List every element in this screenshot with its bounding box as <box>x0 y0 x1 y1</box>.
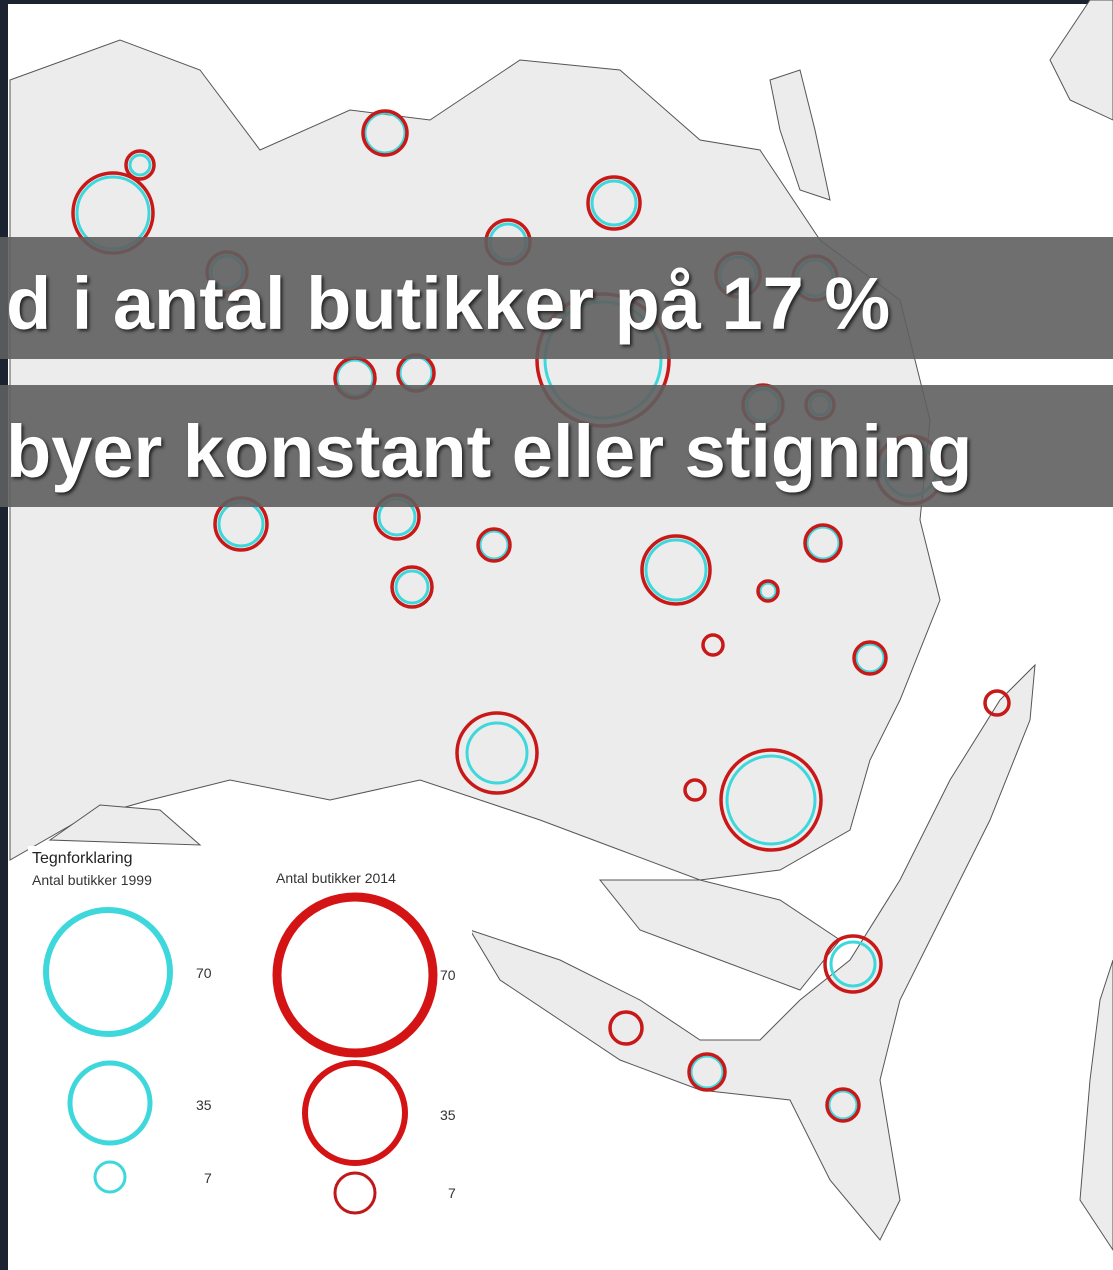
legend-label: 35 <box>196 1097 212 1113</box>
legend-label: 7 <box>204 1170 212 1186</box>
island <box>598 879 841 991</box>
island-n <box>769 69 831 201</box>
legend-label: 70 <box>440 967 456 983</box>
town-circle <box>640 534 712 606</box>
town-circle <box>687 1052 727 1092</box>
town-circle <box>854 642 886 674</box>
town-circle <box>478 529 510 561</box>
legend-label: 70 <box>196 965 212 981</box>
legend-group-title: Antal butikker 2014 <box>276 870 396 886</box>
town-circle <box>825 1087 861 1123</box>
town-circle <box>823 934 883 994</box>
frame-top <box>0 0 1113 4</box>
legend-circle-2014 <box>333 1171 377 1215</box>
land-ne <box>1049 0 1113 121</box>
town-circle <box>852 640 888 676</box>
town-circle <box>683 778 707 802</box>
town-circle <box>465 721 529 785</box>
town-circle <box>361 109 409 157</box>
town-circle <box>390 565 434 609</box>
banner: d i antal butikker på 17 % <box>0 237 1113 359</box>
legend-group-title: Antal butikker 1999 <box>32 872 152 888</box>
legend-circle-2014 <box>272 892 438 1058</box>
town-circle <box>394 569 430 605</box>
legend-circle-1999 <box>67 1060 153 1146</box>
town-circle <box>476 527 512 563</box>
town-circle <box>455 711 539 795</box>
legend-circle-1999 <box>43 907 173 1037</box>
town-circle <box>363 111 407 155</box>
town-circle <box>608 1010 644 1046</box>
land-w <box>48 804 202 846</box>
banner-text: d i antal butikker på 17 % <box>6 262 891 345</box>
town-circle <box>805 525 841 561</box>
town-circle <box>586 175 642 231</box>
town-circle <box>758 581 778 601</box>
town-circle <box>689 1054 725 1090</box>
town-circle <box>124 149 156 181</box>
legend-title: Tegnforklaring <box>32 850 133 867</box>
town-circle <box>983 689 1011 717</box>
town-circle <box>701 633 725 657</box>
legend-circle-2014 <box>302 1060 408 1166</box>
town-circle <box>803 523 843 563</box>
town-circle <box>725 754 817 846</box>
legend-label: 7 <box>448 1185 456 1201</box>
legend-circle-1999 <box>93 1160 127 1194</box>
town-circle <box>756 579 780 603</box>
banner-text: byer konstant eller stigning <box>6 410 973 493</box>
legend-symbols <box>43 892 438 1215</box>
frame-left <box>0 0 8 1270</box>
town-circle <box>128 153 152 177</box>
town-circle <box>827 1089 859 1121</box>
banner: byer konstant eller stigning <box>0 385 1113 507</box>
legend: Tegnforklaring Antal butikker 1999 Antal… <box>28 846 472 1270</box>
town-circle <box>644 538 708 602</box>
land-se <box>1079 959 1113 1251</box>
legend-label: 35 <box>440 1107 456 1123</box>
town-circle <box>590 179 638 227</box>
town-circle <box>719 748 823 852</box>
town-circle <box>829 940 877 988</box>
